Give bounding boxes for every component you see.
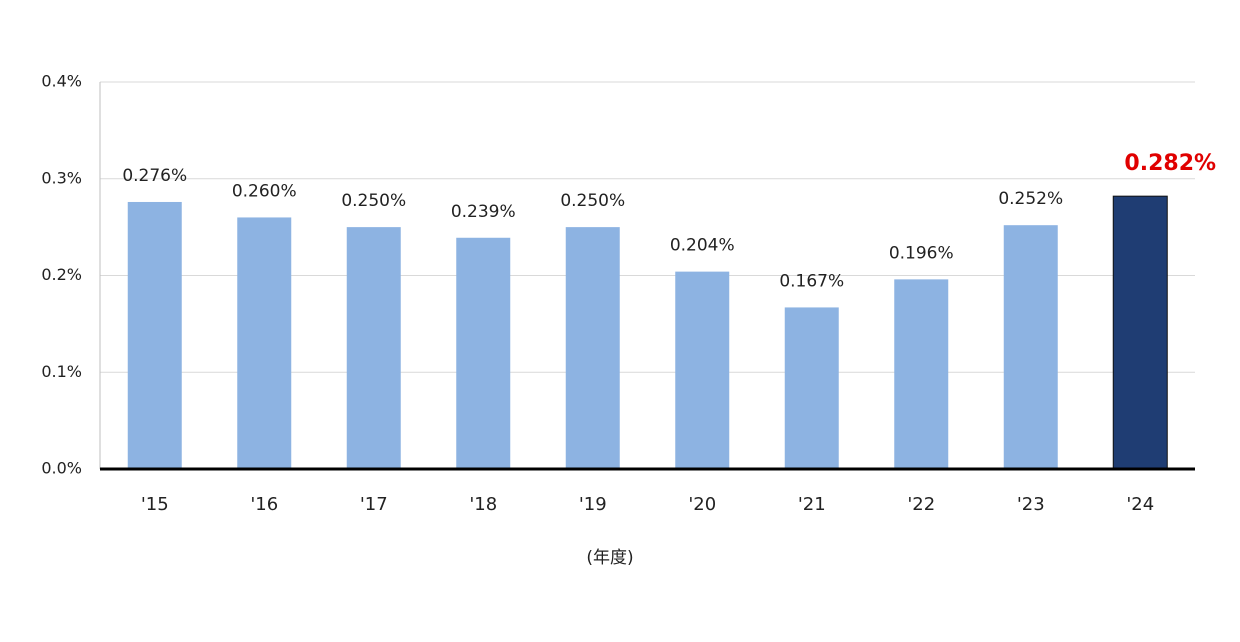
x-tick-label: '23 — [1017, 494, 1045, 515]
value-label: 0.196% — [889, 243, 954, 263]
bar — [784, 307, 839, 469]
x-tick-label: '18 — [469, 494, 497, 515]
y-tick-label: 0.1% — [41, 362, 82, 381]
y-tick-label: 0.4% — [41, 72, 82, 91]
value-label: 0.252% — [998, 189, 1063, 209]
x-tick-label: '17 — [360, 494, 388, 515]
x-tick-label: '20 — [688, 494, 716, 515]
x-tick-label: '21 — [798, 494, 826, 515]
x-tick-label: '15 — [141, 494, 169, 515]
value-label: 0.260% — [232, 181, 297, 201]
value-label: 0.167% — [779, 271, 844, 291]
bar — [1003, 225, 1058, 469]
x-tick-label: '19 — [579, 494, 607, 515]
x-tick-label: '16 — [250, 494, 278, 515]
value-label: 0.204% — [670, 236, 735, 256]
x-tick-label: '22 — [907, 494, 935, 515]
value-label: 0.250% — [560, 191, 625, 211]
x-tick-label: '24 — [1126, 494, 1154, 515]
bar — [237, 217, 292, 469]
y-tick-label: 0.3% — [41, 168, 82, 187]
value-label: 0.276% — [122, 166, 187, 186]
value-label: 0.282% — [1124, 151, 1216, 176]
bar — [1112, 195, 1168, 470]
y-tick-label: 0.0% — [41, 459, 82, 478]
bar — [565, 227, 620, 469]
bar — [127, 201, 182, 469]
bar — [456, 237, 511, 469]
bar — [894, 279, 949, 469]
value-label: 0.239% — [451, 202, 516, 222]
bar — [675, 271, 730, 469]
value-label: 0.250% — [341, 191, 406, 211]
x-axis-label: (年度) — [586, 548, 633, 568]
bar — [346, 227, 401, 469]
y-tick-label: 0.2% — [41, 265, 82, 284]
